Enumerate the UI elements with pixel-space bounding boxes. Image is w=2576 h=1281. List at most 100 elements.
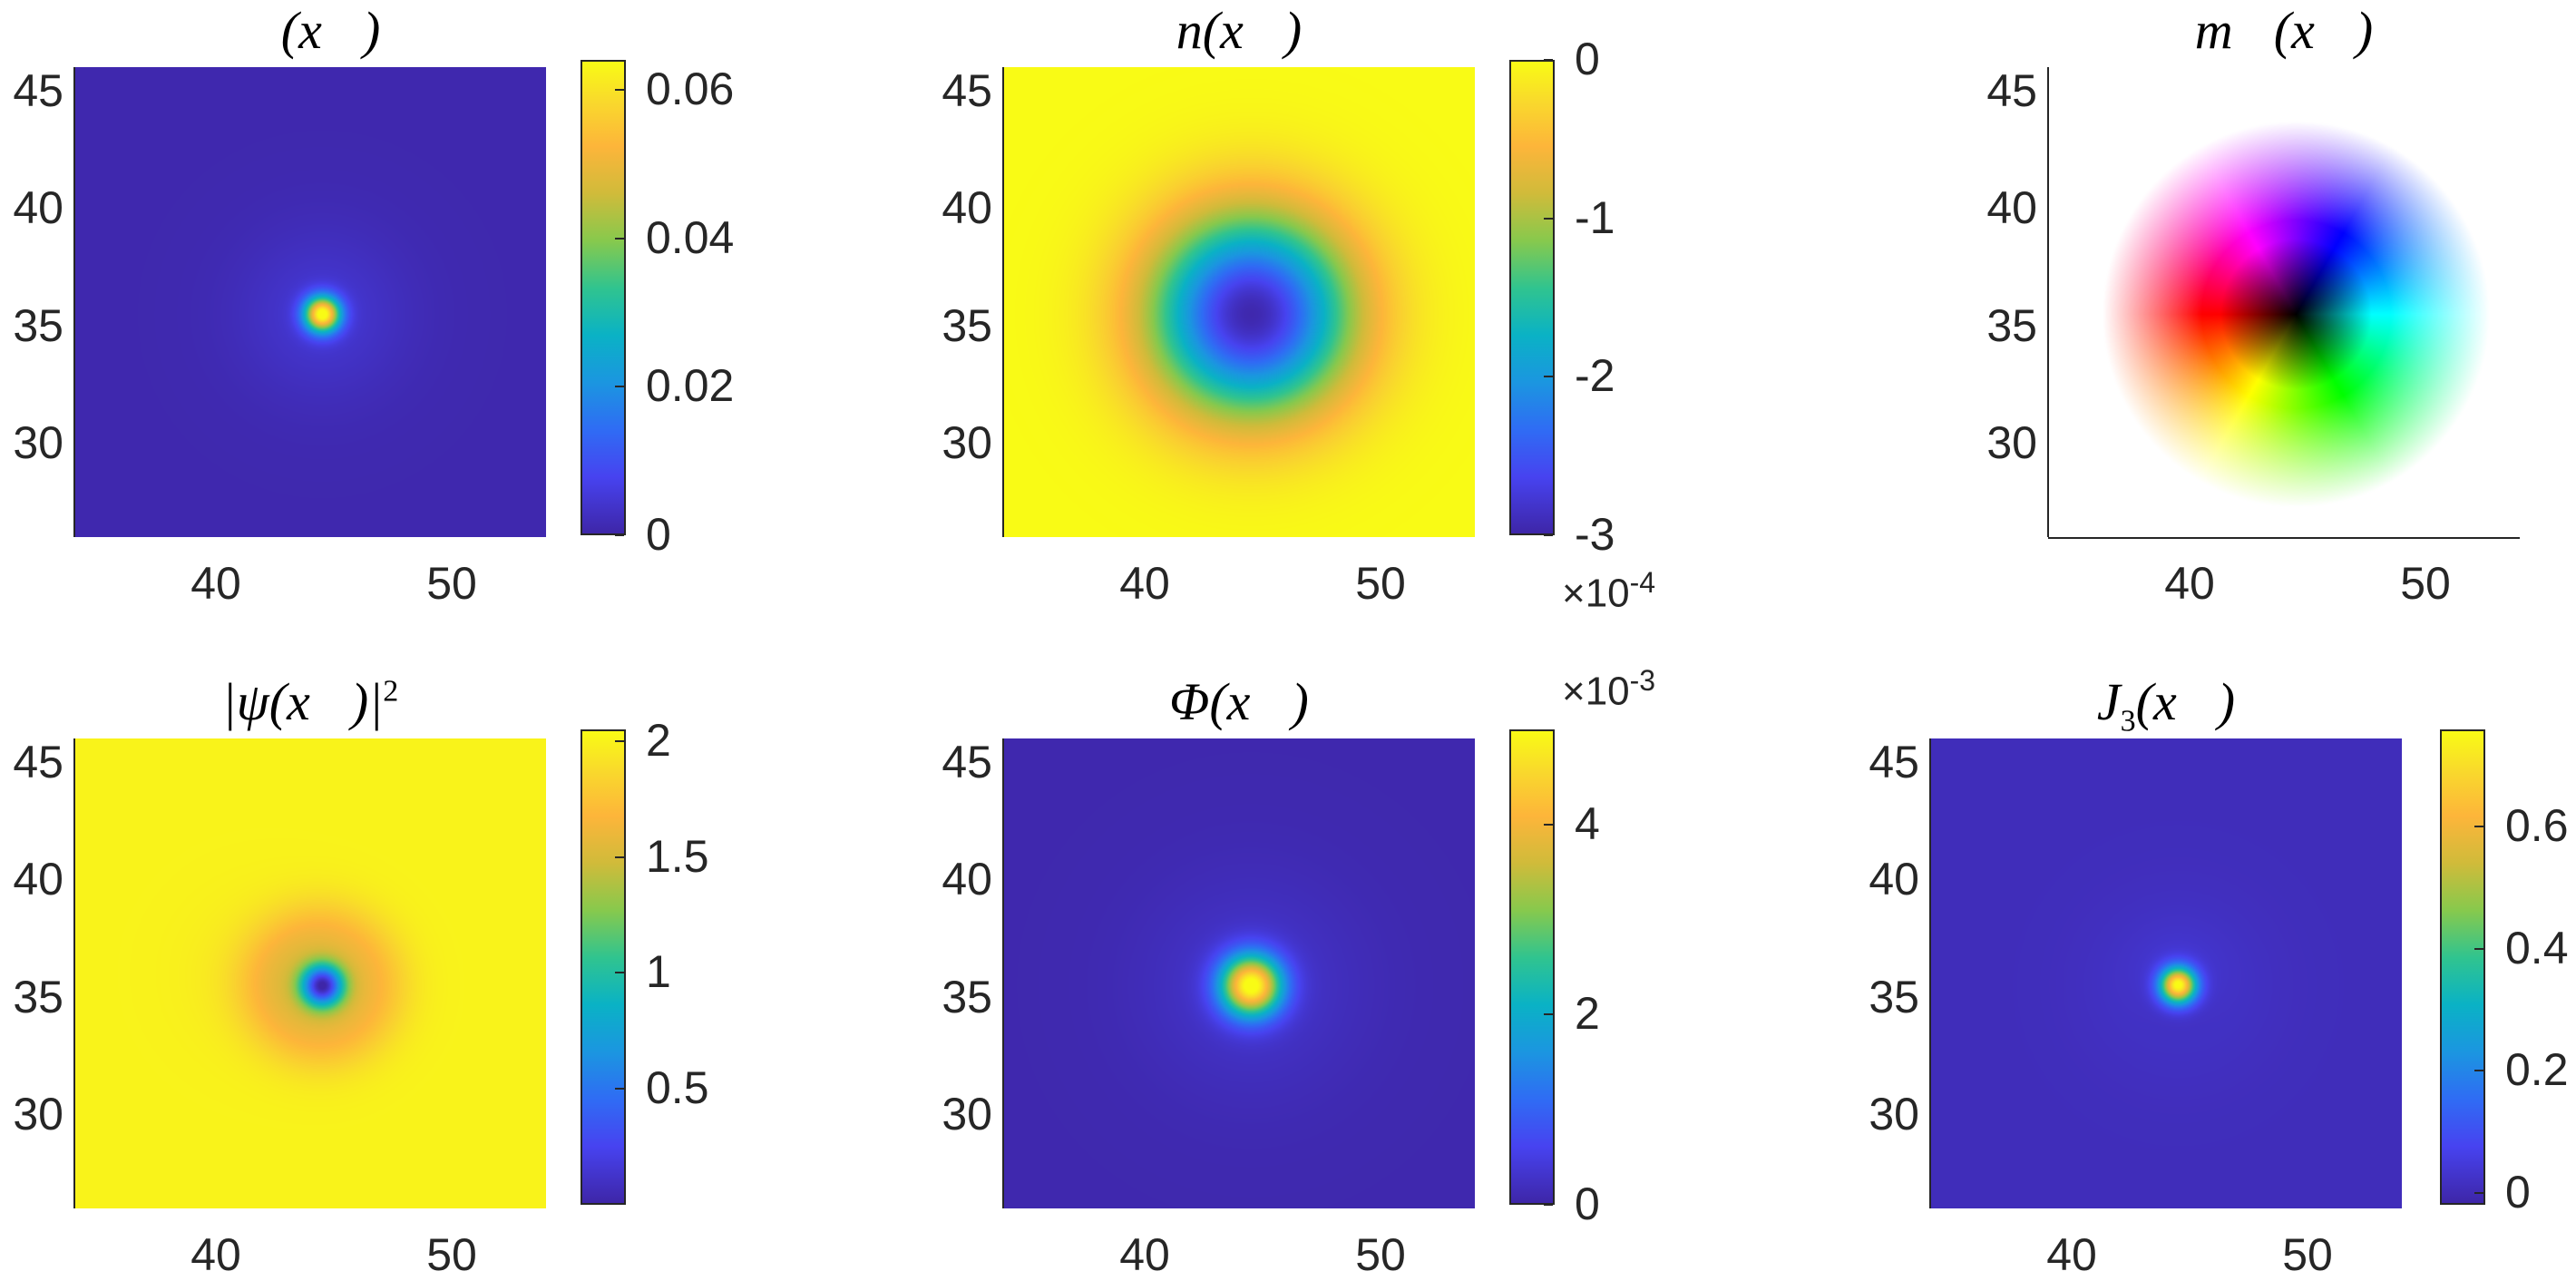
colorbar-tick-mark [1544, 376, 1553, 378]
colorbar-tick-mark [1544, 1013, 1553, 1016]
y-tick-label: 45 [1869, 736, 1919, 787]
colorbar-exponent-power: -4 [1629, 566, 1656, 599]
heatmap-plot-area[interactable] [2048, 67, 2520, 537]
y-axis-line [1929, 738, 1931, 1208]
colorbar-tick-label: 0.02 [646, 360, 735, 412]
x-tick-label: 50 [426, 1229, 477, 1280]
colorbar-tick-label: 0.06 [646, 63, 735, 114]
heatmap-image [1003, 738, 1475, 1208]
colorbar-tick-mark [615, 856, 624, 858]
colorbar-tick-label: -2 [1575, 350, 1615, 402]
colorbar-tick-label: 1 [646, 946, 671, 998]
colorbar-tick-mark [615, 534, 624, 536]
colorbar [581, 60, 626, 535]
panel-title-text: n(x⃗) [1176, 1, 1303, 60]
colorbar-tick-mark [1544, 823, 1553, 826]
colorbar-tick-mark [2474, 826, 2483, 828]
colorbar-exponent-base: ×10 [1562, 571, 1630, 616]
colorbar [2440, 729, 2485, 1205]
panel-title-text: Φ(x⃗) [1169, 672, 1309, 731]
x-tick-label: 50 [2282, 1229, 2333, 1280]
colorbar-tick-mark [1544, 217, 1553, 220]
colorbar-tick-mark [615, 237, 624, 240]
y-tick-label: 45 [942, 64, 992, 116]
y-tick-label: 30 [942, 417, 992, 469]
y-tick-label: 30 [1986, 417, 2037, 469]
y-tick-label: 35 [13, 299, 63, 351]
x-tick-label: 40 [1119, 558, 1170, 609]
x-tick-label: 40 [1119, 1229, 1170, 1280]
y-tick-label: 45 [13, 64, 63, 116]
panel-title-rest: (x⃗) [2135, 672, 2236, 731]
x-tick-label: 50 [426, 558, 477, 609]
y-tick-label: 30 [13, 1089, 63, 1140]
heatmap-image [74, 738, 546, 1208]
colorbar [1509, 60, 1555, 535]
x-tick-label: 40 [2046, 1229, 2097, 1280]
heatmap-plot-area[interactable] [1003, 738, 1475, 1208]
heatmap-plot-area[interactable] [74, 67, 546, 537]
colorbar-tick-label: 2 [646, 714, 671, 766]
colorbar-tick-label: 0 [646, 509, 671, 560]
heatmap-image [1930, 738, 2402, 1208]
y-tick-label: 40 [13, 854, 63, 905]
x-tick-label: 50 [1355, 1229, 1406, 1280]
colorbar-tick-mark [1544, 59, 1553, 61]
y-tick-label: 40 [942, 182, 992, 234]
colorbar-tick-mark [615, 972, 624, 974]
panel-title-text: |ψ(x⃗)| [221, 672, 384, 731]
colorbar-tick-mark [1544, 1204, 1553, 1206]
x-tick-label: 50 [1355, 558, 1406, 609]
y-tick-label: 45 [13, 736, 63, 787]
panel-title: 𝓔(x⃗) [74, 0, 546, 61]
colorbar-tick-label: 1.5 [646, 830, 709, 882]
colorbar-tick-mark [2474, 1070, 2483, 1072]
panel-title: J3(x⃗) [1930, 671, 2402, 739]
colorbar-exponent-base: ×10 [1562, 669, 1630, 714]
panel-title-text: 𝓔(x⃗) [239, 1, 381, 60]
y-tick-label: 40 [1869, 854, 1919, 905]
y-tick-label: 40 [942, 854, 992, 905]
panel-title-text: J [2096, 672, 2121, 731]
y-tick-label: 40 [1986, 182, 2037, 234]
y-tick-label: 45 [942, 736, 992, 787]
panel-title: n(x⃗) [1003, 0, 1475, 61]
panel-title: |ψ(x⃗)|2 [74, 671, 546, 732]
colorbar-tick-label: -3 [1575, 509, 1615, 560]
colorbar-tick-mark [615, 1088, 624, 1090]
colorbar-tick-label: 0.2 [2505, 1044, 2569, 1096]
y-axis-line [2047, 67, 2049, 537]
colorbar-tick-mark [615, 88, 624, 91]
colorbar-tick-label: 0.04 [646, 211, 735, 263]
heatmap-plot-area[interactable] [1930, 738, 2402, 1208]
panel-title: Φ(x⃗) [1003, 671, 1475, 732]
colorbar-tick-label: 2 [1575, 988, 1600, 1040]
heatmap-plot-area[interactable] [74, 738, 546, 1208]
colorbar-tick-mark [1544, 534, 1553, 536]
colorbar-exponent-power: -3 [1629, 664, 1656, 697]
heatmap-image [1003, 67, 1475, 537]
y-tick-label: 30 [942, 1089, 992, 1140]
colorbar [1509, 729, 1555, 1205]
colorbar-tick-label: 4 [1575, 797, 1600, 849]
x-tick-label: 40 [2164, 558, 2215, 609]
colorbar-tick-label: 0.6 [2505, 800, 2569, 852]
y-tick-label: 35 [1986, 299, 2037, 351]
panel-title-sub: 3 [2120, 704, 2136, 738]
y-tick-label: 30 [1869, 1089, 1919, 1140]
y-axis-line [1002, 738, 1004, 1208]
panel-title: m⃗(x⃗) [2048, 0, 2520, 61]
x-tick-label: 50 [2400, 558, 2451, 609]
colorbar [581, 729, 626, 1205]
y-tick-label: 40 [13, 182, 63, 234]
colorbar-exponent: ×10-3 [1562, 664, 1655, 715]
colorbar-tick-label: 0 [1575, 34, 1600, 84]
x-tick-label: 40 [190, 558, 241, 609]
colorbar-tick-label: 0.5 [646, 1062, 709, 1114]
colorbar-tick-mark [2474, 947, 2483, 950]
y-tick-label: 45 [1986, 64, 2037, 116]
heatmap-plot-area[interactable] [1003, 67, 1475, 537]
panel-title-sup: 2 [383, 674, 399, 709]
y-tick-label: 35 [13, 971, 63, 1022]
colorbar-tick-mark [615, 386, 624, 388]
